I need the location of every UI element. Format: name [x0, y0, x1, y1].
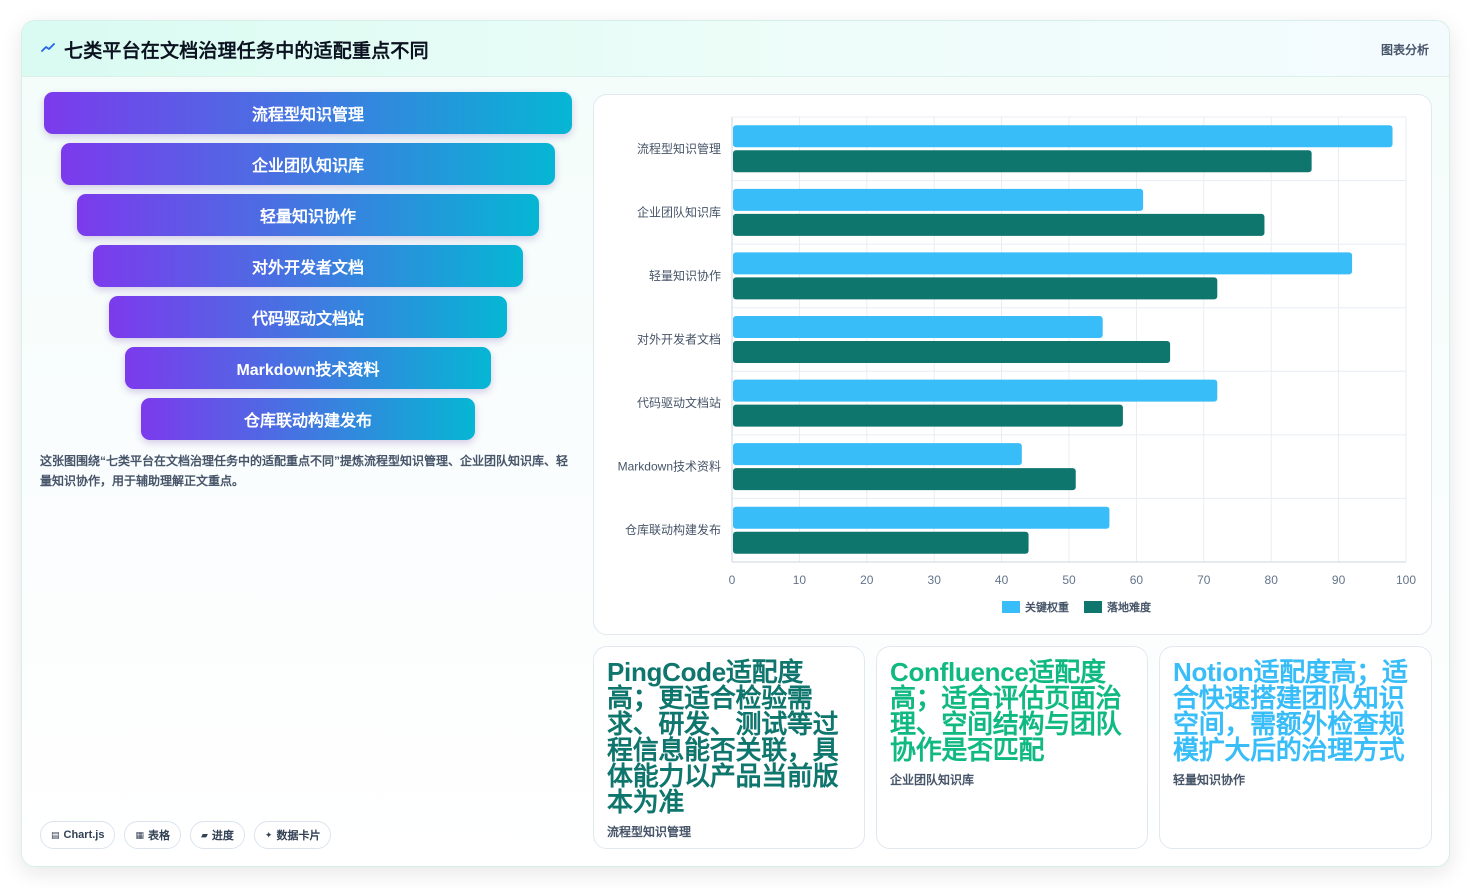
x-tick-label: 30 — [928, 573, 942, 587]
pill-chartjs[interactable]: ▤ Chart.js — [40, 821, 116, 849]
trend-icon — [41, 43, 55, 52]
bar — [733, 341, 1171, 363]
funnel-step[interactable]: Markdown技术资料 — [125, 347, 491, 389]
funnel-step[interactable]: 轻量知识协作 — [77, 194, 539, 236]
legend-swatch — [1084, 601, 1102, 613]
bar — [733, 252, 1353, 275]
funnel-step[interactable]: 对外开发者文档 — [93, 245, 523, 287]
dashboard-card: 七类平台在文档治理任务中的适配重点不同 图表分析 流程型知识管理 企业团队知识库… — [21, 20, 1450, 867]
bar — [733, 316, 1103, 338]
kpi-subtitle: 流程型知识管理 — [607, 825, 692, 839]
kpi-subtitle: 轻量知识协作 — [1173, 773, 1246, 787]
kpi-title: PingCode适配度高；更适合检验需求、研发、测试等过程信息能否关联，具体能力… — [607, 657, 839, 817]
x-tick-label: 90 — [1332, 573, 1346, 587]
bar — [733, 150, 1312, 173]
kpi-card-pingcode: PingCode适配度高；更适合检验需求、研发、测试等过程信息能否关联，具体能力… — [593, 646, 865, 849]
x-tick-label: 0 — [729, 573, 736, 587]
y-tick-label: 轻量知识协作 — [649, 268, 721, 283]
bar — [733, 213, 1265, 236]
x-tick-label: 50 — [1062, 573, 1076, 587]
view-switcher: ▤ Chart.js ▦ 表格 ▰ 进度 ✦ 数据卡片 — [40, 821, 332, 849]
kpi-subtitle: 企业团队知识库 — [890, 773, 975, 787]
bar — [733, 277, 1218, 300]
chart-analysis-tag: 图表分析 — [1380, 43, 1429, 57]
funnel-step[interactable]: 企业团队知识库 — [61, 143, 555, 185]
y-tick-label: 对外开发者文档 — [637, 332, 721, 347]
y-tick-label: 仓库联动构建发布 — [625, 522, 721, 537]
funnel-step[interactable]: 代码驱动文档站 — [109, 296, 507, 338]
legend-label: 落地难度 — [1107, 600, 1152, 614]
page-title: 七类平台在文档治理任务中的适配重点不同 — [64, 41, 429, 62]
pill-progress[interactable]: ▰ 进度 — [190, 821, 245, 849]
bar — [733, 379, 1218, 402]
funnel-step[interactable]: 流程型知识管理 — [44, 92, 572, 134]
funnel-step[interactable]: 仓库联动构建发布 — [141, 398, 475, 440]
bar — [733, 506, 1110, 529]
x-tick-label: 100 — [1396, 573, 1416, 587]
bar — [733, 404, 1123, 427]
chart-icon: ▤ — [51, 829, 60, 840]
x-tick-label: 60 — [1130, 573, 1144, 587]
x-tick-label: 20 — [860, 573, 874, 587]
pill-label: Chart.js — [63, 829, 105, 841]
x-tick-label: 80 — [1265, 573, 1279, 587]
pill-label: 表格 — [148, 830, 170, 842]
bar — [733, 125, 1393, 148]
kpi-card-notion: Notion适配度高；适合快速搭建团队知识空间，需额外检查规模扩大后的治理方式 … — [1159, 646, 1432, 849]
description: 这张图围绕“七类平台在文档治理任务中的适配重点不同”提炼流程型知识管理、企业团队… — [40, 454, 569, 488]
y-tick-label: 流程型知识管理 — [637, 141, 721, 156]
pill-table[interactable]: ▦ 表格 — [124, 821, 181, 849]
legend-swatch — [1002, 601, 1020, 613]
x-tick-label: 70 — [1197, 573, 1211, 587]
pill-label: 数据卡片 — [276, 830, 321, 842]
legend-label: 关键权重 — [1025, 600, 1069, 614]
kpi-title: Confluence适配度高；适合评估页面治理、空间结构与团队协作是否匹配 — [890, 657, 1122, 765]
sparkle-icon: ✦ — [264, 829, 273, 840]
table-icon: ▦ — [135, 829, 144, 840]
kpi-title: Notion适配度高；适合快速搭建团队知识空间，需额外检查规模扩大后的治理方式 — [1173, 657, 1408, 765]
progress-icon: ▰ — [201, 829, 208, 840]
y-tick-label: Markdown技术资料 — [618, 460, 721, 474]
y-tick-label: 代码驱动文档站 — [637, 395, 721, 410]
pill-data-cards[interactable]: ✦ 数据卡片 — [253, 821, 332, 849]
x-tick-label: 40 — [995, 573, 1009, 587]
header: 七类平台在文档治理任务中的适配重点不同 图表分析 — [22, 21, 1449, 77]
bar — [733, 188, 1144, 211]
bar-chart-panel: 0 10 20 30 40 50 60 70 80 90 100 流程型知识管理 企业团队知识库轻量知识… — [593, 94, 1432, 635]
bar-chart: 0 10 20 30 40 50 60 70 80 90 100 流程型知识管理企业团队知识库轻量知识… — [618, 116, 1416, 614]
x-tick-label: 10 — [793, 573, 807, 587]
pill-label: 进度 — [211, 830, 234, 842]
bar — [733, 443, 1022, 466]
bar — [733, 468, 1076, 491]
bar — [733, 531, 1029, 554]
y-tick-label: 企业团队知识库 — [637, 204, 721, 219]
kpi-card-confluence: Confluence适配度高；适合评估页面治理、空间结构与团队协作是否匹配 企业… — [876, 646, 1148, 849]
